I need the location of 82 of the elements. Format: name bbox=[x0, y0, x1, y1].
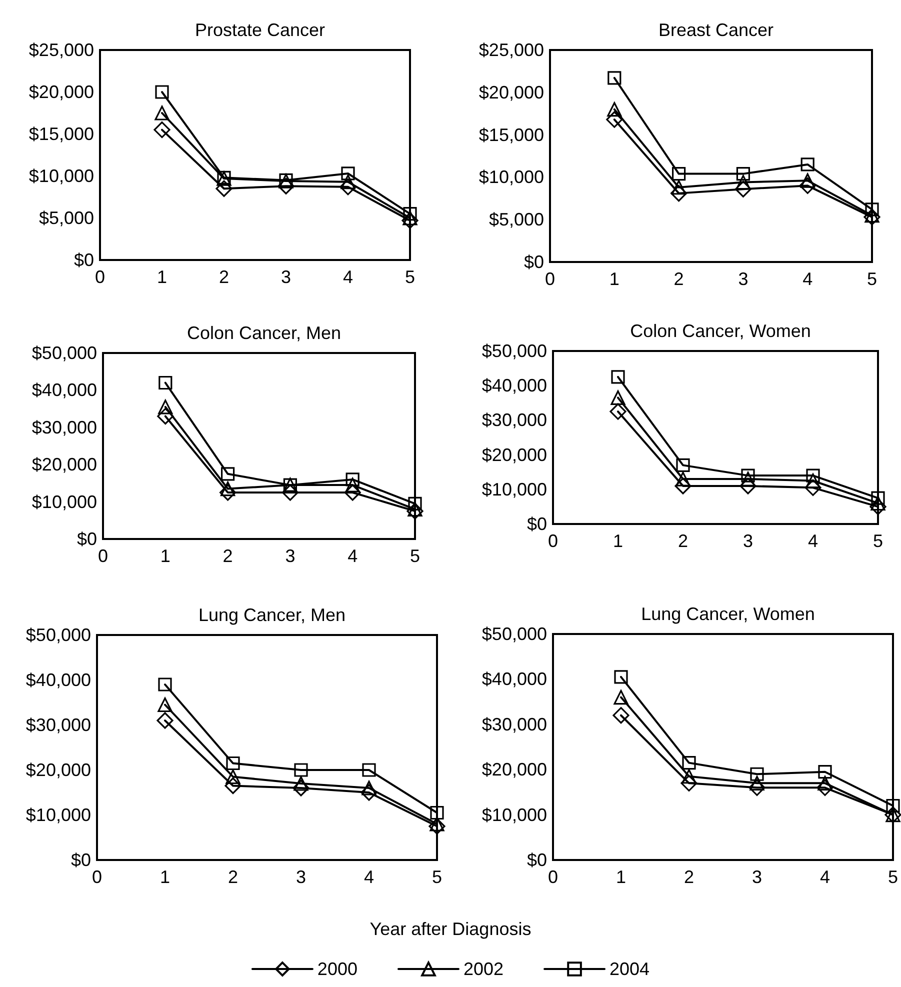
y-tick-label: $30,000 bbox=[482, 410, 547, 430]
y-tick-label: $50,000 bbox=[26, 625, 91, 645]
y-tick-label: $10,000 bbox=[478, 167, 544, 188]
x-tick-label: 5 bbox=[872, 531, 884, 551]
x-tick-label: 2 bbox=[684, 867, 694, 887]
y-tick-label: $10,000 bbox=[32, 492, 97, 512]
y-tick-label: $50,000 bbox=[32, 343, 97, 363]
x-tick-label: 5 bbox=[404, 267, 416, 287]
y-tick-label: $20,000 bbox=[482, 760, 547, 780]
x-tick-label: 3 bbox=[752, 867, 762, 887]
x-tick-label: 0 bbox=[548, 867, 558, 887]
y-tick-label: $30,000 bbox=[26, 715, 91, 735]
legend-label: 2000 bbox=[317, 959, 358, 979]
y-tick-label: $15,000 bbox=[28, 124, 94, 144]
x-tick-label: 5 bbox=[888, 867, 898, 887]
x-tick-label: 0 bbox=[92, 867, 102, 887]
x-tick-label: 0 bbox=[98, 546, 108, 566]
x-tick-label: 0 bbox=[548, 531, 558, 551]
x-tick-label: 3 bbox=[296, 867, 306, 887]
y-tick-label: $40,000 bbox=[482, 376, 547, 396]
x-tick-label: 5 bbox=[432, 867, 442, 887]
x-tick-label: 4 bbox=[808, 531, 818, 551]
y-tick-label: $15,000 bbox=[478, 124, 544, 145]
x-tick-label: 5 bbox=[866, 269, 878, 289]
x-tick-label: 1 bbox=[616, 867, 626, 887]
y-tick-label: $50,000 bbox=[482, 341, 547, 361]
y-tick-label: $0 bbox=[526, 514, 547, 534]
x-tick-label: 1 bbox=[156, 267, 168, 287]
legend-label: 2004 bbox=[610, 959, 650, 979]
x-tick-label: 2 bbox=[222, 546, 233, 566]
chart-title: Breast Cancer bbox=[658, 20, 774, 40]
x-tick-label: 3 bbox=[280, 267, 292, 287]
x-tick-label: 3 bbox=[738, 269, 748, 289]
y-tick-label: $25,000 bbox=[28, 40, 94, 60]
x-tick-label: 1 bbox=[160, 546, 170, 566]
y-tick-label: $0 bbox=[526, 850, 547, 870]
y-tick-label: $0 bbox=[524, 252, 544, 272]
y-tick-label: $30,000 bbox=[32, 417, 97, 438]
y-tick-label: $50,000 bbox=[482, 624, 547, 644]
y-tick-label: $20,000 bbox=[482, 444, 547, 465]
x-tick-label: 4 bbox=[820, 867, 830, 887]
y-tick-label: $10,000 bbox=[26, 805, 91, 825]
x-tick-label: 0 bbox=[544, 269, 556, 289]
y-tick-label: $5,000 bbox=[38, 208, 94, 228]
x-tick-label: 4 bbox=[342, 267, 354, 287]
x-tick-label: 1 bbox=[612, 531, 624, 551]
chart-title: Colon Cancer, Women bbox=[630, 321, 811, 341]
y-tick-label: $40,000 bbox=[32, 380, 97, 400]
y-tick-label: $40,000 bbox=[26, 670, 91, 690]
y-tick-label: $20,000 bbox=[32, 454, 97, 475]
y-tick-label: $20,000 bbox=[28, 82, 94, 102]
x-tick-label: 2 bbox=[218, 267, 230, 287]
y-tick-label: $0 bbox=[76, 529, 97, 549]
y-tick-label: $20,000 bbox=[478, 82, 544, 102]
y-tick-label: $0 bbox=[74, 250, 94, 270]
x-tick-label: 4 bbox=[364, 867, 374, 887]
x-tick-label: 3 bbox=[285, 546, 296, 566]
y-tick-label: $0 bbox=[70, 850, 91, 870]
x-tick-label: 4 bbox=[348, 546, 358, 566]
x-tick-label: 2 bbox=[228, 867, 238, 887]
y-tick-label: $10,000 bbox=[482, 479, 547, 500]
chart-title: Colon Cancer, Men bbox=[186, 323, 342, 343]
x-tick-label: 4 bbox=[802, 269, 813, 289]
y-tick-label: $25,000 bbox=[478, 40, 544, 60]
x-tick-label: 2 bbox=[678, 531, 688, 551]
y-tick-label: $10,000 bbox=[28, 166, 94, 186]
x-tick-label: 1 bbox=[160, 867, 170, 887]
x-tick-label: 5 bbox=[410, 546, 420, 566]
chart-title: Lung Cancer, Men bbox=[198, 605, 346, 625]
y-tick-label: $10,000 bbox=[482, 804, 547, 825]
legend-label: 2002 bbox=[463, 959, 504, 979]
y-tick-label: $5,000 bbox=[488, 210, 544, 230]
y-tick-label: $20,000 bbox=[26, 760, 91, 780]
chart-title: Lung Cancer, Women bbox=[641, 604, 815, 624]
x-tick-label: 3 bbox=[742, 531, 754, 551]
x-tick-label: 1 bbox=[609, 269, 620, 289]
x-tick-label: 0 bbox=[94, 267, 106, 287]
y-tick-label: $40,000 bbox=[482, 669, 547, 690]
x-tick-label: 2 bbox=[674, 269, 684, 289]
chart-title: Prostate Cancer bbox=[194, 20, 326, 40]
y-tick-label: $30,000 bbox=[482, 714, 547, 734]
x-axis-title: Year after Diagnosis bbox=[370, 919, 532, 939]
